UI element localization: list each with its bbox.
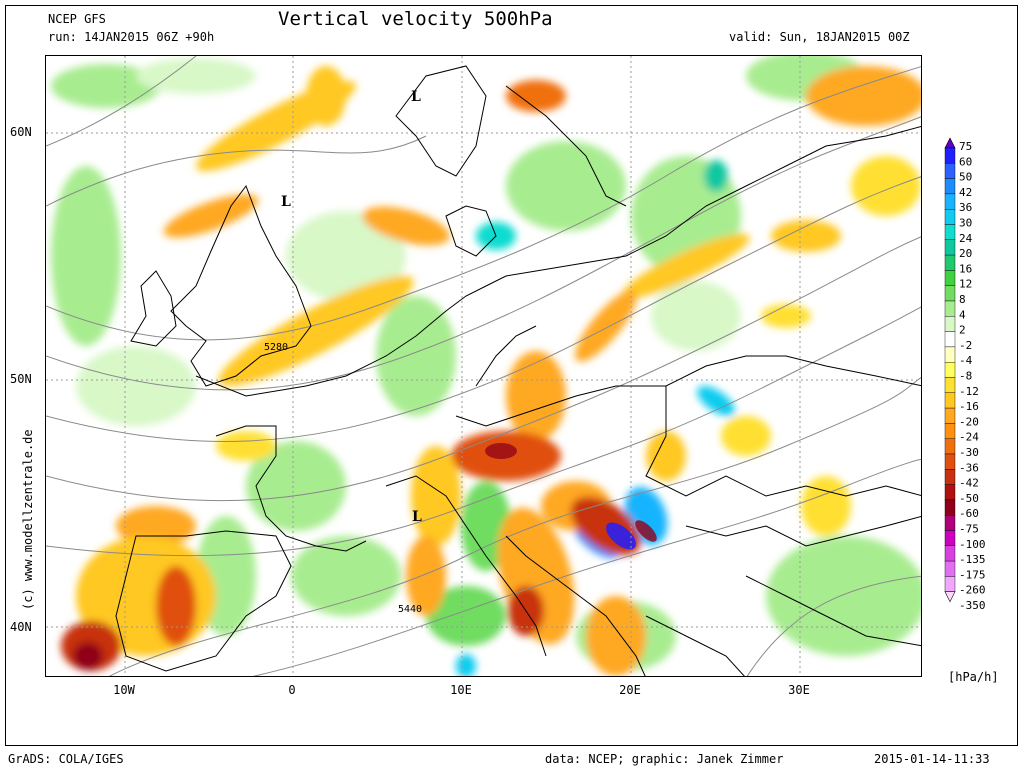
model-name: NCEP GFS <box>48 12 106 26</box>
legend-swatch <box>944 331 956 348</box>
legend-swatch <box>944 361 956 378</box>
legend-label: 30 <box>959 217 972 230</box>
legend-label: -100 <box>959 538 986 551</box>
legend-swatch <box>944 407 956 424</box>
figure-frame <box>5 5 1018 746</box>
legend-label: 50 <box>959 171 972 184</box>
legend-label: 24 <box>959 232 973 245</box>
footer-credits: data: NCEP; graphic: Janek Zimmer <box>545 752 784 766</box>
legend-unit: [hPa/h] <box>948 670 999 684</box>
lon-label-20e: 20E <box>619 683 641 697</box>
legend-label: 4 <box>959 308 966 321</box>
legend-label: -4 <box>959 354 973 367</box>
legend-swatch <box>944 530 956 547</box>
map-canvas: L L L 5280 5440 <box>46 56 921 676</box>
legend-swatch <box>944 560 956 577</box>
contour-label: 5280 <box>264 342 288 353</box>
uplift-core <box>606 522 636 550</box>
legend-swatch <box>944 147 956 164</box>
subsidence-core <box>635 520 657 542</box>
legend-label: -260 <box>959 584 986 597</box>
legend-label: -75 <box>959 523 979 536</box>
legend-label: 8 <box>959 293 966 306</box>
legend-swatch <box>944 254 956 271</box>
low-label: L <box>411 89 421 105</box>
legend-label: 36 <box>959 201 972 214</box>
legend-label: 16 <box>959 262 972 275</box>
legend-swatch <box>944 208 956 225</box>
legend-label: -60 <box>959 507 979 520</box>
geopotential-contours <box>46 56 921 676</box>
legend-swatch <box>944 423 956 439</box>
legend-label: -36 <box>959 461 979 474</box>
watermark: (c) www.modellzentrale.de <box>21 429 35 610</box>
weather-map: L L L 5280 5440 <box>45 55 922 677</box>
legend-label: -20 <box>959 415 979 428</box>
legend-swatch <box>944 178 956 195</box>
legend-swatch <box>944 285 956 302</box>
legend-swatch <box>944 239 956 256</box>
legend-swatch <box>944 484 956 501</box>
legend-swatch <box>944 576 956 592</box>
legend-label: -30 <box>959 446 979 459</box>
legend-label: -2 <box>959 339 972 352</box>
legend-swatch <box>944 300 956 317</box>
legend-label: 12 <box>959 278 972 291</box>
legend-arrow-bottom <box>944 591 956 603</box>
subsidence-core-alps <box>485 443 517 459</box>
lon-label-0: 0 <box>288 683 296 697</box>
legend-label: 60 <box>959 155 972 168</box>
map-title: Vertical velocity 500hPa <box>278 8 553 30</box>
run-info: run: 14JAN2015 06Z +90h <box>48 30 215 44</box>
lat-label-50n: 50N <box>10 372 32 386</box>
legend-label: -16 <box>959 400 979 413</box>
footer-timestamp: 2015-01-14-11:33 <box>874 752 990 766</box>
legend-swatch <box>944 163 956 179</box>
legend-swatch <box>944 316 956 332</box>
legend-arrow-top <box>944 137 956 149</box>
lon-label-30e: 30E <box>788 683 810 697</box>
legend-swatch <box>944 392 956 409</box>
lon-label-10e: 10E <box>450 683 472 697</box>
legend-label: -24 <box>959 431 979 444</box>
legend-swatch <box>944 499 956 516</box>
valid-time: valid: Sun, 18JAN2015 00Z <box>729 30 910 44</box>
legend-label: -8 <box>959 370 972 383</box>
legend-label: -12 <box>959 385 979 398</box>
velocity-field <box>51 56 921 676</box>
legend-swatch <box>944 377 956 394</box>
legend-label: 20 <box>959 247 972 260</box>
lat-label-60n: 60N <box>10 125 32 139</box>
legend-label: 75 <box>959 140 972 153</box>
legend-swatch <box>944 346 956 363</box>
coastlines <box>115 65 921 676</box>
legend-swatch <box>944 270 956 286</box>
legend-label: -50 <box>959 492 979 505</box>
legend-label: -135 <box>959 553 986 566</box>
lat-label-40n: 40N <box>10 620 32 634</box>
legend-label: -42 <box>959 477 979 490</box>
color-legend: 75605042363024201612842-2-4-8-12-16-20-2… <box>944 137 986 612</box>
legend-swatch <box>944 224 956 241</box>
legend-label: -350 <box>959 599 986 612</box>
lat-lon-grid <box>46 56 921 676</box>
legend-swatch <box>944 438 956 455</box>
legend-swatch <box>944 453 956 470</box>
contour-label: 5440 <box>398 604 422 615</box>
low-label: L <box>412 509 422 525</box>
legend-label: 42 <box>959 186 972 199</box>
legend-swatch <box>944 545 956 562</box>
legend-swatch <box>944 469 956 485</box>
lon-label-10w: 10W <box>113 683 135 697</box>
legend-swatch <box>944 193 956 210</box>
low-label: L <box>281 194 291 210</box>
legend-label: -175 <box>959 568 986 581</box>
footer-software: GrADS: COLA/IGES <box>8 752 124 766</box>
legend-swatch <box>944 515 956 531</box>
legend-label: 2 <box>959 324 966 337</box>
